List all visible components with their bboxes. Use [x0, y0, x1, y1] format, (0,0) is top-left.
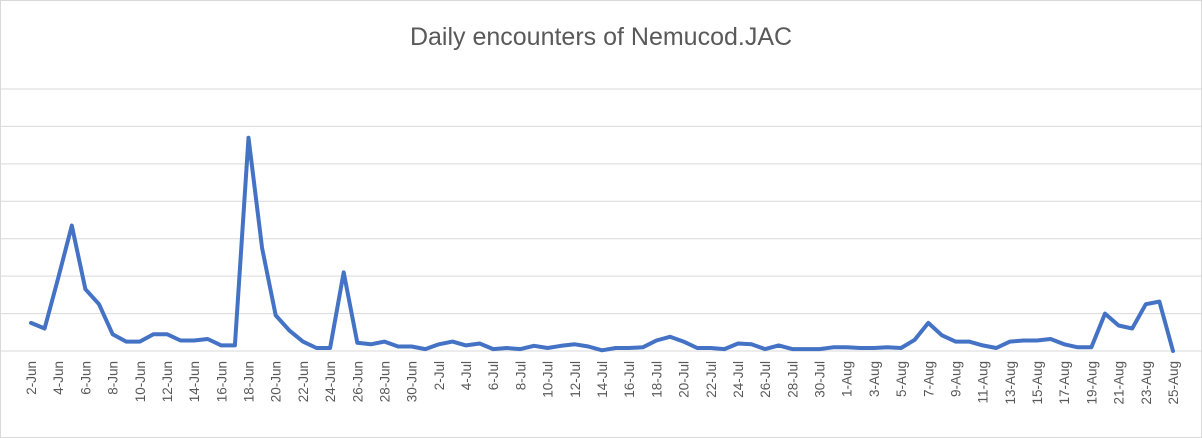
x-tick-label: 16-Jun — [214, 361, 229, 402]
x-tick-label: 15-Aug — [1030, 361, 1045, 405]
x-tick-label: 22-Jun — [296, 361, 311, 402]
x-tick-label: 17-Aug — [1057, 361, 1072, 405]
x-tick-label: 26-Jun — [350, 361, 365, 402]
x-tick-label: 30-Jun — [405, 361, 420, 402]
x-tick-label: 10-Jul — [541, 361, 556, 398]
x-tick-label: 25-Aug — [1166, 361, 1181, 405]
x-tick-label: 11-Aug — [976, 361, 991, 404]
x-tick-label: 4-Jul — [459, 361, 474, 390]
x-tick-label: 18-Jun — [242, 361, 257, 402]
x-tick-label: 24-Jun — [323, 361, 338, 402]
chart-title: Daily encounters of Nemucod.JAC — [409, 23, 793, 51]
x-tick-label: 3-Aug — [867, 361, 882, 397]
x-tick-label: 14-Jul — [595, 361, 610, 398]
x-tick-label: 6-Jul — [486, 361, 501, 390]
x-tick-label: 1-Aug — [840, 361, 855, 397]
x-tick-label: 20-Jun — [269, 361, 284, 402]
gridlines — [1, 88, 1201, 352]
x-tick-label: 23-Aug — [1139, 361, 1154, 405]
x-tick-label: 8-Jul — [513, 361, 528, 390]
x-tick-label: 28-Jul — [785, 361, 800, 398]
series-group — [29, 135, 1175, 353]
x-tick-label: 9-Aug — [948, 361, 963, 397]
x-tick-label: 12-Jul — [568, 361, 583, 398]
x-tick-label: 2-Jul — [432, 361, 447, 390]
x-tick-label: 18-Jul — [649, 361, 664, 398]
x-tick-label: 19-Aug — [1084, 361, 1099, 405]
x-tick-label: 7-Aug — [921, 361, 936, 397]
x-tick-label: 30-Jul — [813, 361, 828, 398]
x-tick-label: 22-Jul — [704, 361, 719, 398]
series-line — [29, 135, 1175, 353]
x-tick-label: 26-Jul — [758, 361, 773, 398]
x-tick-label: 12-Jun — [160, 361, 175, 402]
x-tick-label: 8-Jun — [106, 361, 121, 395]
x-tick-label: 4-Jun — [51, 361, 66, 395]
x-tick-label: 21-Aug — [1112, 361, 1127, 405]
x-tick-label: 16-Jul — [622, 361, 637, 398]
x-tick-label: 10-Jun — [133, 361, 148, 402]
x-tick-label: 6-Jun — [78, 361, 93, 395]
x-tick-label: 24-Jul — [731, 361, 746, 398]
x-tick-label: 14-Jun — [187, 361, 202, 402]
x-tick-label: 5-Aug — [894, 361, 909, 397]
x-tick-label: 28-Jun — [377, 361, 392, 402]
x-tick-label: 20-Jul — [677, 361, 692, 398]
x-axis-labels: 2-Jun 4-Jun 6-Jun 8-Jun 10-Jun 12-Jun 14-Jun 16… — [24, 361, 1181, 405]
x-tick-label: 13-Aug — [1003, 361, 1018, 405]
x-tick-label: 2-Jun — [24, 361, 39, 395]
